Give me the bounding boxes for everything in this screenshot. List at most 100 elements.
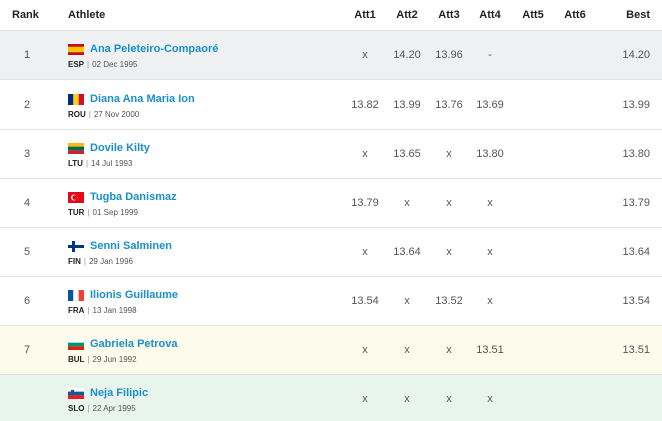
attempt-2-cell: 13.64 [393, 246, 421, 258]
country-code: SLO [68, 404, 85, 413]
meta-separator: | [87, 355, 90, 364]
attempt-2-cell: 13.99 [393, 99, 421, 111]
table-row: 3 Dovile Kilty LTU | 14 Jul 1993 x 13.65 x… [0, 130, 662, 179]
rank-cell: 5 [23, 246, 31, 258]
best-cell: 13.54 [622, 295, 650, 307]
attempt-2-cell: x [404, 393, 410, 405]
country-code: TUR [68, 208, 85, 217]
athlete-cell: Ilionis Guillaume FRA | 13 Jan 1998 [68, 287, 178, 315]
rank-cell: 6 [23, 295, 31, 307]
column-header-att6[interactable]: Att6 [564, 9, 586, 21]
table-row: 6 Ilionis Guillaume FRA | 13 Jan 1998 13.5… [0, 277, 662, 326]
athlete-name-link[interactable]: Diana Ana Maria Ion [90, 93, 195, 105]
column-header-att3[interactable]: Att3 [438, 9, 460, 21]
country-code: FRA [68, 306, 85, 315]
birth-date: 13 Jan 1998 [92, 306, 137, 315]
athlete-name-link[interactable]: Ana Peleteiro-Compaoré [90, 43, 219, 55]
meta-separator: | [87, 208, 90, 217]
column-header-athlete[interactable]: Athlete [68, 9, 106, 21]
rank-cell: 2 [23, 99, 31, 111]
best-cell: 14.20 [622, 49, 650, 61]
athlete-name-link[interactable]: Ilionis Guillaume [90, 289, 179, 301]
column-header-att4[interactable]: Att4 [479, 9, 501, 21]
attempt-2-cell: 14.20 [393, 49, 421, 61]
athlete-cell: Senni Salminen FIN | 29 Jan 1996 [68, 238, 172, 266]
athlete-cell: Dovile Kilty LTU | 14 Jul 1993 [68, 140, 150, 168]
spain-flag-icon [68, 43, 84, 55]
birth-date: 01 Sep 1999 [92, 208, 138, 217]
column-header-att2[interactable]: Att2 [396, 9, 418, 21]
table-header: Rank Athlete Att1 Att2 Att3 Att4 Att5 At… [0, 0, 662, 31]
attempt-4-cell: x [487, 295, 493, 307]
table-row: 4 Tugba Danismaz TUR | 01 Sep 1999 13.79 x… [0, 179, 662, 228]
athlete-name-link[interactable]: Senni Salminen [90, 240, 172, 252]
table-row: 7 Gabriela Petrova BUL | 29 Jun 1992 x x x… [0, 326, 662, 375]
attempt-4-cell: - [488, 49, 492, 61]
athlete-name-link[interactable]: Neja Filipic [90, 387, 149, 399]
attempt-3-cell: x [446, 197, 452, 209]
lithuania-flag-icon [68, 142, 84, 154]
country-code: LTU [68, 159, 83, 168]
attempt-1-cell: 13.54 [351, 295, 379, 307]
athlete-name-link[interactable]: Gabriela Petrova [90, 338, 178, 350]
attempt-4-cell: 13.69 [476, 99, 504, 111]
athlete-cell: Gabriela Petrova BUL | 29 Jun 1992 [68, 336, 177, 364]
rank-cell: 3 [23, 148, 31, 160]
attempt-3-cell: x [446, 246, 452, 258]
slovenia-flag-icon [68, 387, 84, 399]
meta-separator: | [88, 110, 91, 119]
attempt-3-cell: 13.96 [435, 49, 463, 61]
rank-cell: 1 [23, 49, 31, 61]
birth-date: 02 Dec 1995 [92, 60, 138, 69]
attempt-1-cell: x [362, 393, 368, 405]
attempt-1-cell: x [362, 49, 368, 61]
attempt-3-cell: x [446, 148, 452, 160]
country-code: FIN [68, 257, 81, 266]
attempt-3-cell: 13.76 [435, 99, 463, 111]
country-code: BUL [68, 355, 85, 364]
attempt-2-cell: x [404, 197, 410, 209]
attempt-4-cell: x [487, 393, 493, 405]
attempt-3-cell: 13.52 [435, 295, 463, 307]
attempt-3-cell: x [446, 393, 452, 405]
athlete-cell: Ana Peleteiro-Compaoré ESP | 02 Dec 1995 [68, 41, 218, 69]
attempt-1-cell: 13.79 [351, 197, 379, 209]
attempt-4-cell: 13.51 [476, 344, 504, 356]
athlete-cell: Tugba Danismaz TUR | 01 Sep 1999 [68, 189, 177, 217]
column-header-best[interactable]: Best [626, 9, 650, 21]
romania-flag-icon [68, 93, 84, 105]
attempt-1-cell: x [362, 148, 368, 160]
attempt-4-cell: x [487, 197, 493, 209]
country-code: ROU [68, 110, 86, 119]
athlete-name-link[interactable]: Dovile Kilty [90, 142, 150, 154]
best-cell: 13.51 [622, 344, 650, 356]
meta-separator: | [87, 60, 90, 69]
birth-date: 27 Nov 2000 [93, 110, 140, 119]
france-flag-icon [68, 289, 84, 301]
attempt-2-cell: 13.65 [393, 148, 421, 160]
column-header-rank[interactable]: Rank [12, 9, 39, 21]
rank-cell: 4 [23, 197, 31, 209]
best-cell: 13.79 [622, 197, 650, 209]
attempt-3-cell: x [446, 344, 452, 356]
turkey-flag-icon [68, 191, 84, 203]
bulgaria-flag-icon [68, 338, 84, 350]
column-header-att5[interactable]: Att5 [522, 9, 544, 21]
attempt-1-cell: 13.82 [351, 99, 379, 111]
table-row: 1 Ana Peleteiro-Compaoré ESP | 02 Dec 1995… [0, 31, 662, 80]
athlete-cell: Neja Filipic SLO | 22 Apr 1995 [68, 385, 148, 413]
athlete-name-link[interactable]: Tugba Danismaz [90, 191, 177, 203]
birth-date: 22 Apr 1995 [92, 404, 136, 413]
country-code: ESP [68, 60, 85, 69]
attempt-4-cell: 13.80 [476, 148, 504, 160]
birth-date: 14 Jul 1993 [91, 159, 133, 168]
finland-flag-icon [68, 240, 84, 252]
attempt-1-cell: x [362, 344, 368, 356]
rank-cell: 7 [23, 344, 31, 356]
attempt-4-cell: x [487, 246, 493, 258]
meta-separator: | [87, 404, 90, 413]
athlete-cell: Diana Ana Maria Ion ROU | 27 Nov 2000 [68, 91, 195, 119]
column-header-att1[interactable]: Att1 [354, 9, 376, 21]
attempt-2-cell: x [404, 295, 410, 307]
